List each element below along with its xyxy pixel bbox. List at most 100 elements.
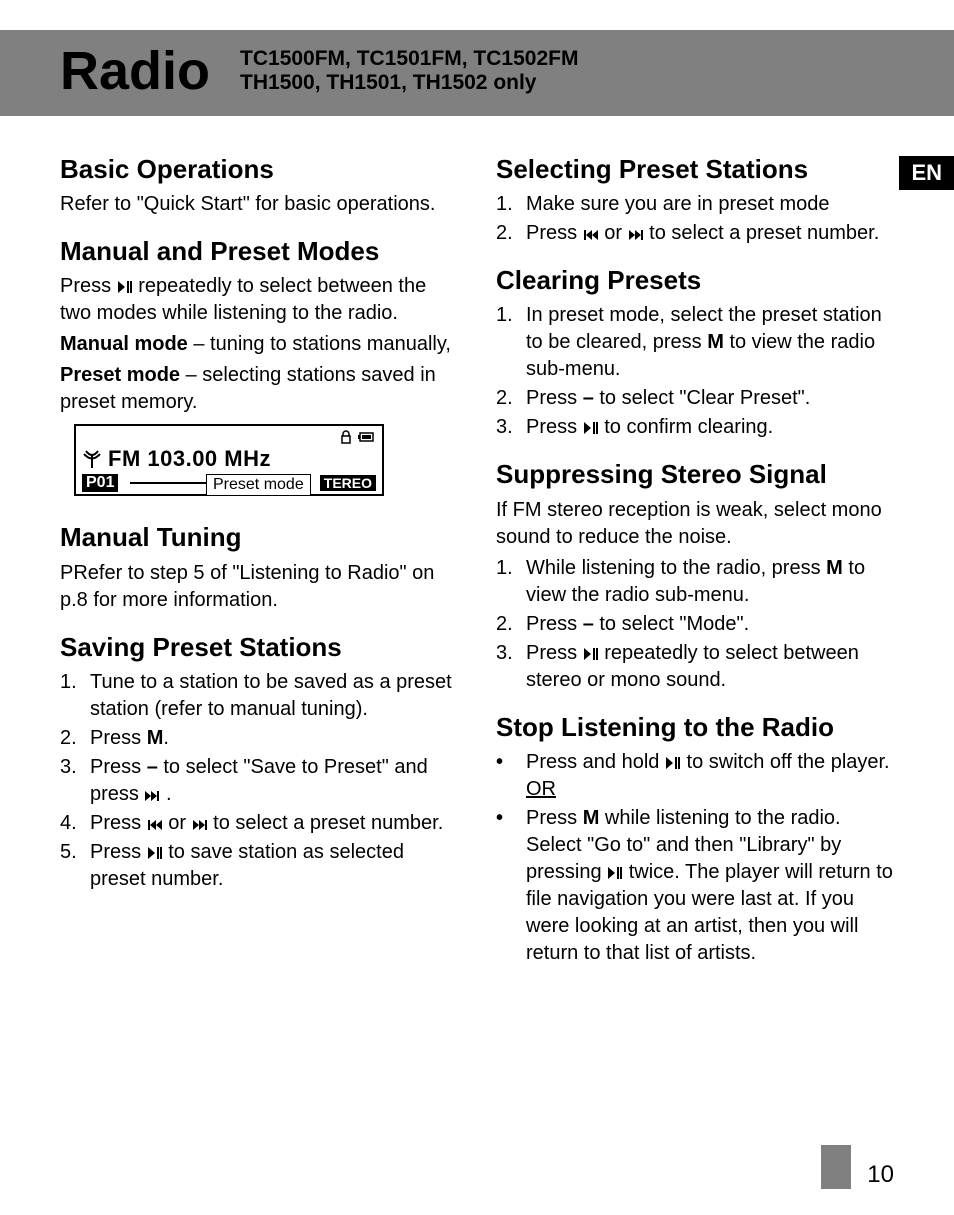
sel1: Make sure you are in preset mode [526,193,830,215]
su2c: to select "Mode". [594,613,749,635]
stop-list: Press and hold to switch off the player.… [496,749,894,967]
s3d: . [160,783,171,805]
footer: 10 [821,1145,894,1189]
saving-step-4: 4.Press or to select a preset number. [60,810,458,837]
modes-text-1: Press repeatedly to select between the t… [60,273,458,327]
saving-step-2: 2.Press M. [60,725,458,752]
clearing-step-3: 3.Press to confirm clearing. [496,414,894,441]
lcd-freq-text: FM 103.00 MHz [108,446,271,472]
saving-step-3: 3.Press – to select "Save to Preset" and… [60,754,458,808]
stop-bullet-1: Press and hold to switch off the player.… [496,749,894,803]
suppress-text: If FM stereo reception is weak, select m… [496,497,894,551]
models-line-1: TC1500FM, TC1501FM, TC1502FM [240,47,578,71]
selecting-list: 1.Make sure you are in preset mode 2.Pre… [496,191,894,247]
s1-text: Tune to a station to be saved as a prese… [90,671,452,720]
preset-mode-callout: Preset mode [206,474,311,496]
s2c: . [163,727,169,749]
footer-accent-box [821,1145,851,1189]
saving-heading: Saving Preset Stations [60,632,458,663]
lcd-status-icons [82,430,376,446]
selecting-step-2: 2.Press or to select a preset number. [496,220,894,247]
basic-operations-text: Refer to "Quick Start" for basic operati… [60,191,458,218]
clearing-list: 1.In preset mode, select the preset stat… [496,302,894,441]
left-column: Basic Operations Refer to "Quick Start" … [60,136,458,969]
play-pause-icon [117,280,133,294]
s3a: Press [90,756,147,778]
play-pause-icon [665,756,681,770]
suppress-step-2: 2.Press – to select "Mode". [496,611,894,638]
play-pause-icon [607,866,623,880]
cl2a: Press [526,387,583,409]
st2a: Press [526,807,583,829]
header-band: Radio TC1500FM, TC1501FM, TC1502FM TH150… [0,30,954,116]
right-column: Selecting Preset Stations 1.Make sure yo… [496,136,894,969]
stop-bullet-2: Press M while listening to the radio. Se… [496,805,894,967]
modes-heading: Manual and Preset Modes [60,236,458,267]
header-models: TC1500FM, TC1501FM, TC1502FM TH1500, TH1… [240,47,578,95]
lcd-preset-tag: P01 [82,474,118,492]
manual-tuning-text: PRefer to step 5 of "Listening to Radio"… [60,560,458,614]
su2b: – [583,613,594,635]
basic-operations-heading: Basic Operations [60,154,458,185]
manual-tuning-heading: Manual Tuning [60,522,458,553]
sel2a: Press [526,222,583,244]
s4c: to select a preset number. [208,812,444,834]
header-title: Radio [60,40,210,102]
clearing-step-2: 2.Press – to select "Clear Preset". [496,385,894,412]
prev-icon [583,229,599,241]
cl1b: M [707,331,724,353]
battery-icon [358,430,376,444]
play-pause-icon [147,846,163,860]
modes-manual: Manual mode – tuning to stations manuall… [60,331,458,358]
s3b: – [147,756,158,778]
modes-t1a: Press [60,275,117,297]
sel2c: to select a preset number. [644,222,880,244]
s4b: or [163,812,192,834]
st1c: OR [526,778,556,800]
suppress-step-1: 1.While listening to the radio, press M … [496,555,894,609]
su2a: Press [526,613,583,635]
selecting-heading: Selecting Preset Stations [496,154,894,185]
fwd-icon [144,790,160,802]
saving-step-5: 5.Press to save station as selected pres… [60,839,458,893]
language-tab: EN [899,156,954,190]
saving-list: 1.Tune to a station to be saved as a pre… [60,669,458,893]
fwd-icon [628,229,644,241]
prev-icon [147,819,163,831]
cl3b: to confirm clearing. [604,416,773,438]
clearing-step-1: 1.In preset mode, select the preset stat… [496,302,894,383]
cl2c: to select "Clear Preset". [594,387,811,409]
modes-preset: Preset mode – selecting stations saved i… [60,362,458,416]
s2a: Press [90,727,147,749]
lcd-frequency: FM 103.00 MHz [82,446,376,472]
callout-lead-line [130,482,206,484]
modes-manual-label: Manual mode [60,333,188,355]
selecting-step-1: 1.Make sure you are in preset mode [496,191,894,218]
models-line-2: TH1500, TH1501, TH1502 only [240,71,578,95]
su1a: While listening to the radio, press [526,557,826,579]
content-columns: Basic Operations Refer to "Quick Start" … [60,136,894,969]
lcd-display: FM 103.00 MHz P01 TEREO Preset mode [74,424,384,496]
antenna-icon [82,449,102,469]
stop-heading: Stop Listening to the Radio [496,712,894,743]
lock-icon [340,430,352,444]
cl2b: – [583,387,594,409]
su1b: M [826,557,843,579]
play-pause-icon [583,647,599,661]
cl3a: Press [526,416,583,438]
suppress-heading: Suppressing Stereo Signal [496,459,894,490]
su3a: Press [526,642,583,664]
s2b: M [147,727,164,749]
s5a: Press [90,841,147,863]
st1b: to switch off the player. [681,751,890,773]
lcd-stereo-tag: TEREO [320,475,376,491]
suppress-list: 1.While listening to the radio, press M … [496,555,894,694]
modes-manual-text: – tuning to stations manually, [188,333,451,355]
page-number: 10 [867,1161,894,1189]
st1a: Press and hold [526,751,665,773]
st2b: M [583,807,600,829]
saving-step-1: 1.Tune to a station to be saved as a pre… [60,669,458,723]
sel2b: or [599,222,628,244]
fwd-icon [192,819,208,831]
s4a: Press [90,812,147,834]
